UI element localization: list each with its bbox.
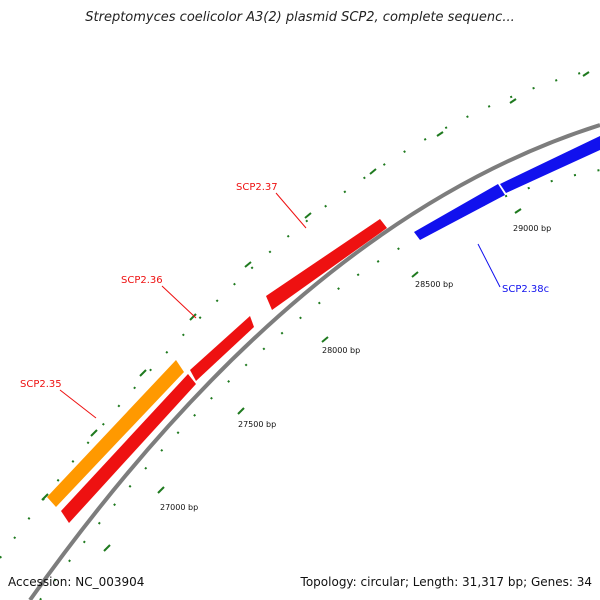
outer-tick-ring [0,67,600,559]
gene-scp2-38c-cont[interactable] [500,136,600,193]
gene-label-scp2-35[interactable]: SCP2.35 [20,379,62,390]
bp-label-28000: 28000 bp [322,346,360,355]
gene-label-scp2-36[interactable]: SCP2.36 [121,275,163,286]
inner-tick-ring [39,169,600,600]
bp-label-29000: 29000 bp [513,224,551,233]
gene-label-lines [59,192,501,419]
gene-track [47,136,600,523]
gene-scp2-35-red[interactable] [61,374,196,523]
position-labels: 27000 bp 27500 bp 28000 bp 28500 bp 2900… [160,224,551,512]
gene-scp2-38c[interactable] [414,184,505,240]
map-title: Streptomyces coelicolor A3(2) plasmid SC… [85,10,515,25]
bp-label-27000: 27000 bp [160,503,198,512]
gene-label-scp2-38c[interactable]: SCP2.38c [502,284,549,295]
gene-scp2-35[interactable] [47,360,184,507]
bp-label-28500: 28500 bp [415,280,453,289]
accession-label: Accession: NC_003904 [8,575,145,589]
topology-summary: Topology: circular; Length: 31,317 bp; G… [300,575,592,589]
gene-label-scp2-37[interactable]: SCP2.37 [236,182,278,193]
plasmid-backbone [28,123,600,600]
gene-labels: SCP2.35 SCP2.36 SCP2.37 SCP2.38c [20,182,549,390]
bp-label-27500: 27500 bp [238,420,276,429]
gene-scp2-37[interactable] [266,219,387,310]
gene-scp2-36[interactable] [190,316,254,381]
